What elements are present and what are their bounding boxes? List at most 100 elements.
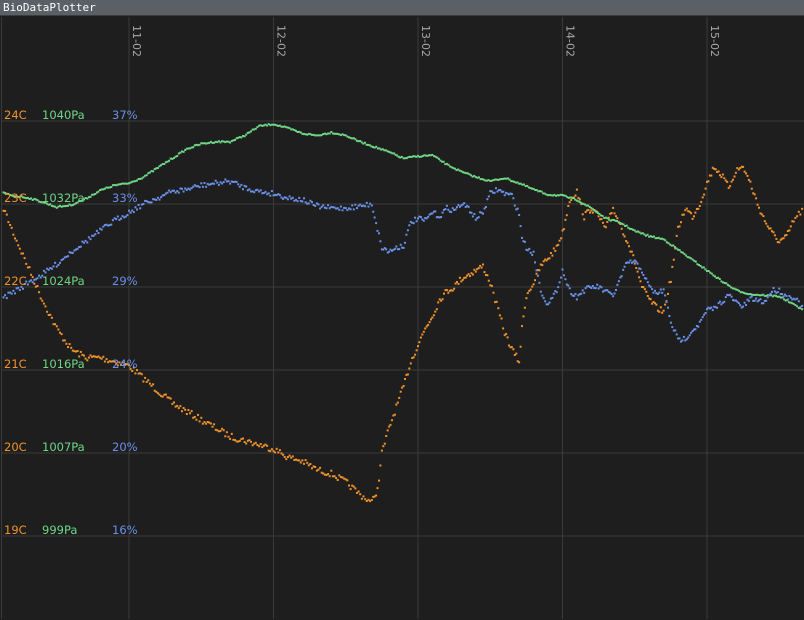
data-point	[50, 204, 53, 207]
data-point	[49, 267, 52, 269]
data-point	[115, 184, 118, 187]
data-point	[315, 134, 318, 137]
data-point	[285, 196, 288, 199]
data-point	[187, 187, 190, 190]
data-point	[17, 244, 20, 247]
data-point	[185, 147, 188, 150]
data-point	[593, 287, 596, 289]
data-point	[628, 245, 630, 248]
data-point	[30, 197, 33, 200]
data-point	[354, 138, 357, 141]
data-point	[799, 307, 802, 310]
data-point	[365, 500, 368, 502]
data-point	[148, 171, 151, 174]
data-point	[781, 237, 784, 240]
y-tick-label-temperature: 21C	[4, 357, 27, 371]
data-point	[791, 298, 794, 301]
data-point	[386, 251, 389, 254]
data-point	[727, 294, 730, 297]
data-point	[195, 185, 198, 188]
data-point	[312, 204, 315, 206]
data-point	[108, 360, 111, 363]
data-point	[319, 466, 322, 469]
data-point	[166, 160, 169, 163]
data-point	[715, 277, 718, 279]
data-point	[385, 435, 388, 437]
data-point	[258, 124, 261, 127]
data-point	[482, 212, 484, 215]
data-point	[421, 155, 424, 157]
data-point	[23, 196, 26, 199]
data-point	[65, 255, 68, 258]
data-point	[681, 213, 684, 216]
data-point	[121, 361, 124, 364]
data-point	[311, 201, 313, 204]
data-point	[706, 270, 708, 272]
data-point	[259, 443, 262, 446]
data-point	[399, 243, 402, 246]
data-point	[145, 200, 148, 203]
data-point	[608, 218, 611, 221]
data-point	[674, 247, 677, 250]
data-point	[469, 275, 471, 278]
data-point	[217, 140, 220, 143]
data-point	[451, 207, 454, 210]
data-point	[791, 302, 794, 305]
data-point	[765, 222, 768, 225]
data-point	[351, 484, 354, 487]
data-point	[571, 294, 574, 297]
data-point	[309, 133, 312, 136]
data-point	[38, 274, 41, 277]
data-point	[687, 210, 690, 213]
data-point	[325, 133, 328, 136]
data-point	[545, 193, 548, 196]
data-point	[427, 215, 430, 218]
data-point	[450, 211, 453, 213]
data-point	[89, 354, 92, 357]
data-point	[741, 291, 744, 294]
data-point	[160, 196, 163, 199]
data-point	[378, 479, 380, 482]
data-point	[307, 132, 310, 135]
x-tick-label: 11-02	[130, 25, 143, 57]
data-point	[10, 226, 13, 229]
data-point	[585, 204, 588, 207]
data-point	[246, 189, 249, 192]
data-point	[539, 190, 541, 193]
data-point	[427, 323, 430, 326]
data-point	[445, 162, 448, 165]
data-point	[486, 274, 489, 277]
data-point	[412, 155, 415, 158]
data-point	[701, 316, 704, 319]
data-point	[92, 355, 95, 358]
data-point	[49, 203, 52, 206]
data-point	[200, 182, 203, 185]
data-point	[732, 299, 734, 302]
data-point	[179, 151, 182, 154]
plot-area[interactable]: 24C 1040Pa 37% 23C 1032Pa 33% 22C 1024Pa 29% 21C 1…	[1, 17, 804, 619]
data-point	[671, 326, 674, 329]
data-point	[409, 220, 412, 223]
data-point	[322, 204, 325, 207]
data-point	[450, 166, 453, 169]
data-point	[664, 303, 667, 306]
data-point	[682, 213, 685, 216]
title-bar[interactable]: BioDataPlotter	[0, 0, 804, 16]
data-point	[762, 302, 765, 305]
data-point	[445, 289, 448, 292]
data-point	[57, 328, 60, 331]
data-point	[625, 240, 628, 242]
data-point	[118, 183, 121, 186]
data-point	[230, 140, 233, 142]
data-point	[681, 251, 684, 254]
data-point	[153, 198, 156, 201]
data-point	[658, 310, 661, 313]
data-point	[599, 218, 602, 221]
data-point	[642, 274, 645, 276]
data-point	[70, 346, 73, 349]
data-point	[683, 253, 686, 256]
data-point	[743, 170, 746, 173]
data-point	[150, 170, 153, 173]
data-point	[584, 203, 586, 206]
data-point	[611, 218, 614, 221]
